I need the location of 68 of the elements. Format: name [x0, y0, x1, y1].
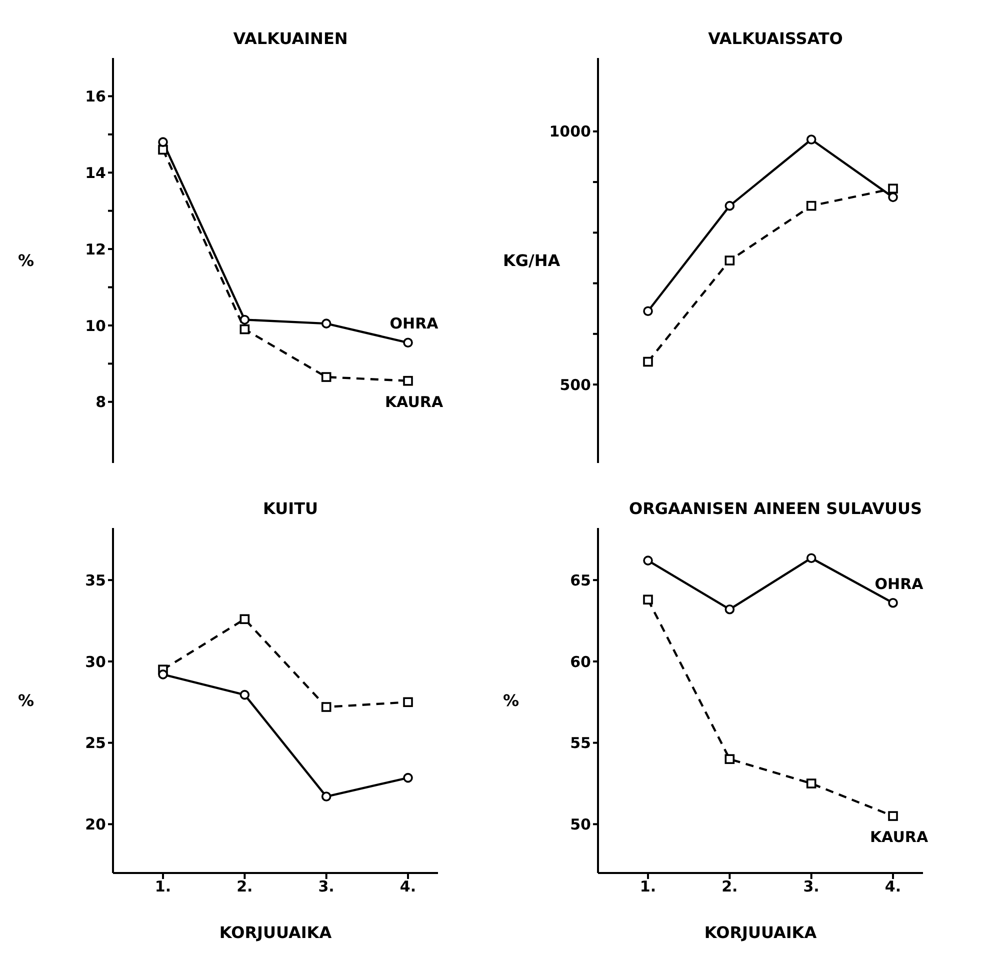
point [321, 792, 332, 802]
y-tick-label: 55 [570, 734, 591, 752]
y-tick-label: 50 [570, 816, 591, 834]
series-label: KAURA [384, 392, 444, 411]
x-tick-label: 2. [236, 878, 253, 896]
point [158, 137, 168, 147]
series-label: KAURA [870, 828, 928, 846]
x-tick-label: 2. [722, 878, 738, 896]
point [724, 754, 735, 764]
point [240, 324, 250, 334]
point [643, 556, 653, 566]
x-tick-label: 1. [640, 878, 656, 896]
point [403, 772, 413, 783]
point [806, 553, 816, 564]
point [888, 184, 898, 194]
series-label: OHRA [390, 314, 439, 333]
y-tick-label: 12 [85, 240, 106, 258]
y-tick-label: 65 [570, 571, 591, 590]
y-tick-label: 60 [570, 652, 591, 671]
point [321, 372, 332, 382]
point [321, 318, 332, 328]
point [403, 376, 413, 386]
x-tick-label: 1. [154, 878, 172, 896]
y-tick-label: 500 [560, 376, 591, 394]
point [240, 690, 250, 700]
y-tick-label: 14 [85, 164, 106, 182]
y-tick-label: 35 [85, 571, 106, 590]
y-tick-label: 10 [85, 316, 106, 335]
point [888, 598, 898, 608]
point [888, 811, 898, 821]
point [158, 670, 168, 680]
point [724, 200, 735, 211]
point [806, 778, 816, 788]
y-axis-title: % [503, 691, 520, 710]
chart-title: ORGAANISEN AINEEN SULAVUUS [628, 499, 922, 518]
chart-title: VALKUAISSATO [708, 29, 843, 48]
x-tick-label: 3. [803, 878, 820, 896]
x-axis-title: KORJUUAIKA [219, 923, 332, 942]
point [724, 604, 735, 614]
x-tick-label: 3. [318, 878, 334, 896]
y-axis-title: % [18, 251, 34, 270]
y-axis-title: KG/HA [503, 251, 561, 270]
x-tick-label: 4. [884, 878, 902, 896]
x-tick-label: 4. [400, 878, 416, 896]
series-label: OHRA [874, 574, 924, 593]
chart-title: VALKUAINEN [233, 29, 348, 48]
point [321, 702, 332, 712]
chart-title: KUITU [263, 499, 318, 518]
y-tick-label: 20 [85, 816, 106, 834]
point [643, 356, 653, 367]
point [240, 314, 250, 325]
point [403, 697, 413, 708]
y-tick-label: 16 [85, 88, 106, 106]
y-tick-label: 30 [85, 652, 106, 671]
point [158, 144, 168, 155]
point [643, 306, 653, 316]
y-tick-label: 25 [85, 734, 106, 752]
y-axis-title: % [18, 691, 34, 710]
y-tick-label: 1000 [549, 122, 591, 141]
point [643, 594, 653, 605]
point [403, 338, 413, 348]
point [240, 614, 250, 624]
point [806, 200, 816, 211]
point [806, 134, 816, 144]
point [724, 256, 735, 266]
point [888, 192, 898, 202]
y-tick-label: 8 [96, 393, 106, 412]
x-axis-title: KORJUUAIKA [704, 923, 818, 942]
